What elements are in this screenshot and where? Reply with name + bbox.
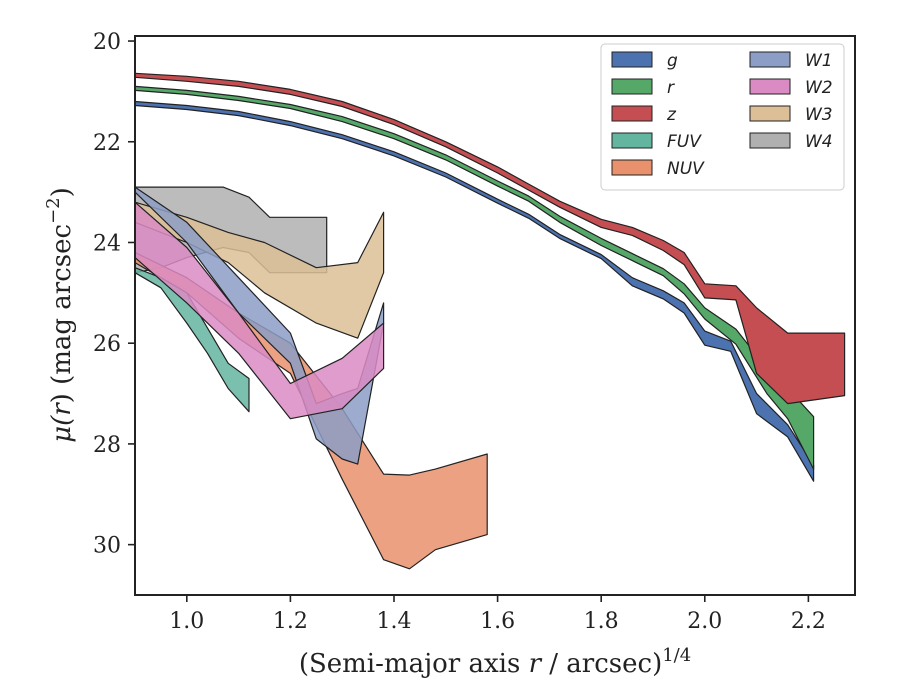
legend-label-nuv: NUV	[667, 159, 705, 179]
legend-swatch-w3	[749, 105, 791, 122]
legend-swatch-w1	[749, 51, 791, 68]
legend-items: grz FUV NUV W1 W2 W3 W4	[611, 51, 833, 179]
band-g	[134, 100, 815, 482]
legend-label-w3: W3	[805, 105, 833, 125]
legend-swatch-w4	[749, 132, 791, 149]
legend-swatch-z	[611, 105, 653, 122]
y-tick-label: 26	[93, 332, 121, 357]
legend-swatch-nuv	[611, 159, 653, 176]
x-axis-title: (Semi-major axis r / arcsec)1/4	[299, 645, 691, 679]
axes-frame	[134, 35, 856, 596]
y-tick-label: 28	[93, 433, 121, 458]
legend-label-g: g	[667, 51, 678, 71]
band-r	[134, 85, 815, 470]
legend-label-w1: W1	[805, 51, 833, 71]
bands-layer	[134, 72, 846, 570]
y-axis-title: μ(r) (mag arcsec−2)	[43, 187, 77, 443]
y-tick-label: 20	[93, 30, 121, 55]
x-tick-label: 2.0	[687, 609, 722, 634]
y-tick-label: 24	[93, 231, 121, 256]
legend-label-w4: W4	[805, 132, 833, 152]
legend-swatch-g	[611, 51, 653, 68]
x-tick-label: 2.2	[791, 609, 826, 634]
y-tick-label: 22	[93, 131, 121, 156]
legend: grz FUV NUV W1 W2 W3 W4	[600, 43, 845, 191]
legend-label-z: z	[666, 105, 677, 125]
x-tick-label: 1.2	[273, 609, 308, 634]
y-axis-ticks: 20 22 24 26 28 30	[93, 30, 135, 559]
x-tick-label: 1.6	[480, 609, 515, 634]
legend-swatch-fuv	[611, 132, 653, 149]
legend-swatch-r	[611, 78, 653, 95]
band-w2	[134, 201, 385, 420]
band-z	[134, 72, 846, 405]
x-tick-label: 1.4	[376, 609, 411, 634]
legend-label-w2: W2	[805, 78, 833, 98]
legend-label-r: r	[667, 78, 675, 98]
legend-label-fuv: FUV	[667, 132, 702, 152]
x-axis-ticks: 1.0 1.2 1.4 1.6 1.8 2.0 2.2	[169, 595, 826, 634]
y-tick-label: 30	[93, 534, 121, 559]
x-tick-label: 1.0	[169, 609, 204, 634]
x-tick-label: 1.8	[584, 609, 619, 634]
legend-swatch-w2	[749, 78, 791, 95]
